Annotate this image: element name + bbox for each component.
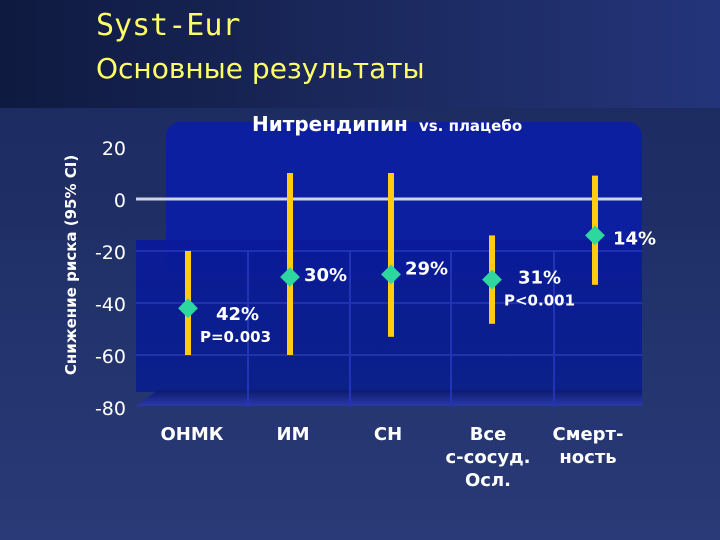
estimate-label: 30% (304, 265, 347, 286)
slide-subtitle: Основные результаты (96, 52, 425, 85)
category-label: ность (559, 447, 616, 468)
category-label: СН (374, 424, 402, 445)
y-tick-label: -20 (95, 242, 126, 264)
gridlines (136, 250, 642, 407)
category-label: Все (470, 424, 507, 445)
y-tick-label: -40 (95, 294, 126, 316)
estimate-marker (381, 264, 401, 285)
y-tick-label: -60 (95, 346, 126, 368)
chart-title-rest: vs. плацебо (419, 117, 522, 135)
plot-floor (136, 390, 642, 406)
category-label: Смерт- (553, 424, 624, 445)
ci-bar (287, 173, 293, 355)
estimate-marker (280, 267, 300, 287)
estimate-label: 14% (613, 228, 656, 249)
y-tick-label: 20 (102, 138, 126, 160)
chart-title: Нитрендипин vs. плацебо (252, 112, 522, 136)
category-label: ОНМК (161, 424, 224, 445)
category-label: с-сосуд. (446, 447, 531, 468)
estimate-label: 42% (216, 304, 259, 325)
y-tick-labels: 20 0 -20 -40 -60 -80 (95, 138, 126, 420)
estimate-marker (482, 269, 502, 290)
ci-bar (388, 173, 394, 337)
estimate-label: 29% (405, 258, 448, 279)
header-band (0, 0, 720, 108)
point-labels: 42% P=0.003 30% 29% 31% P<0.001 14% (200, 228, 656, 346)
chart-title-main: Нитрендипин (252, 112, 408, 136)
estimate-marker (178, 298, 198, 319)
slide-title: Syst-Eur (96, 8, 241, 43)
p-value-label: P<0.001 (504, 292, 575, 310)
category-label: Осл. (465, 470, 511, 491)
y-axis-label: Снижение риска (95% CI) (62, 155, 80, 375)
estimate-label: 31% (518, 268, 561, 289)
y-tick-label: -80 (95, 398, 126, 420)
y-tick-label: 0 (114, 190, 126, 212)
p-value-label: P=0.003 (200, 328, 271, 346)
interval-bars (178, 173, 605, 355)
category-label: ИМ (277, 424, 310, 445)
